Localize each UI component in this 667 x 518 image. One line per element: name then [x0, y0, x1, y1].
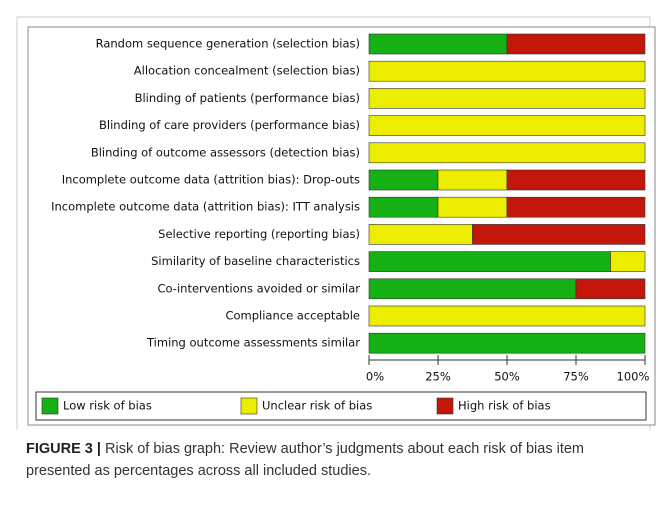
bar-segment: [368, 224, 473, 245]
y-tick-label: Random sequence generation (selection bi…: [96, 37, 360, 51]
y-tick-label: Compliance acceptable: [225, 309, 360, 323]
legend-swatch: [240, 397, 258, 415]
y-tick-label: Allocation concealment (selection bias): [134, 64, 360, 78]
bar-segment: [368, 88, 646, 109]
legend-box: [35, 391, 647, 421]
legend-label: Low risk of bias: [63, 399, 152, 413]
bar-segment: [368, 60, 646, 82]
bar-segment: [506, 196, 646, 218]
bar-segment: [610, 251, 646, 272]
bar-segment: [368, 251, 611, 272]
caption: FIGURE 3 | Risk of bias graph: Review au…: [26, 438, 651, 482]
y-tick-label: Incomplete outcome data (attrition bias)…: [51, 200, 360, 214]
x-tick-label: 0%: [366, 370, 384, 384]
x-tick-label: 50%: [494, 370, 520, 384]
x-tick-label: 25%: [425, 370, 451, 384]
bar-segment: [506, 169, 646, 191]
bar-segment: [368, 305, 646, 327]
y-tick-label: Blinding of care providers (performance …: [99, 118, 360, 132]
bar-segment: [575, 278, 646, 300]
caption-text: Risk of bias graph: Review author’s judg…: [26, 441, 585, 479]
bar-segment: [368, 142, 646, 164]
legend-label: High risk of bias: [458, 399, 551, 413]
bar-segment: [368, 115, 646, 136]
bar-segment: [437, 169, 508, 191]
bar-segment: [368, 332, 646, 354]
x-tick-label: 100%: [617, 370, 650, 384]
legend-label: Unclear risk of bias: [262, 399, 372, 413]
legend-swatch: [436, 397, 454, 415]
y-tick-label: Incomplete outcome data (attrition bias)…: [62, 173, 360, 187]
caption-label: FIGURE 3 |: [26, 441, 101, 457]
bar-segment: [368, 33, 508, 55]
bar-segment: [506, 33, 646, 55]
y-tick-label: Similarity of baseline characteristics: [151, 254, 360, 268]
y-tick-label: Timing outcome assessments similar: [146, 336, 360, 350]
y-tick-label: Co-interventions avoided or similar: [158, 281, 361, 295]
bar-segment: [368, 169, 439, 191]
y-tick-label: Blinding of outcome assessors (detection…: [91, 145, 360, 159]
y-tick-label: Blinding of patients (performance bias): [135, 91, 360, 105]
bar-segment: [472, 224, 646, 245]
bar-segment: [368, 278, 577, 300]
chart: Random sequence generation (selection bi…: [16, 16, 656, 430]
y-tick-label: Selective reporting (reporting bias): [158, 227, 360, 241]
bar-segment: [368, 196, 439, 218]
legend-swatch: [41, 397, 59, 415]
bar-segment: [437, 196, 508, 218]
x-tick-label: 75%: [563, 370, 589, 384]
